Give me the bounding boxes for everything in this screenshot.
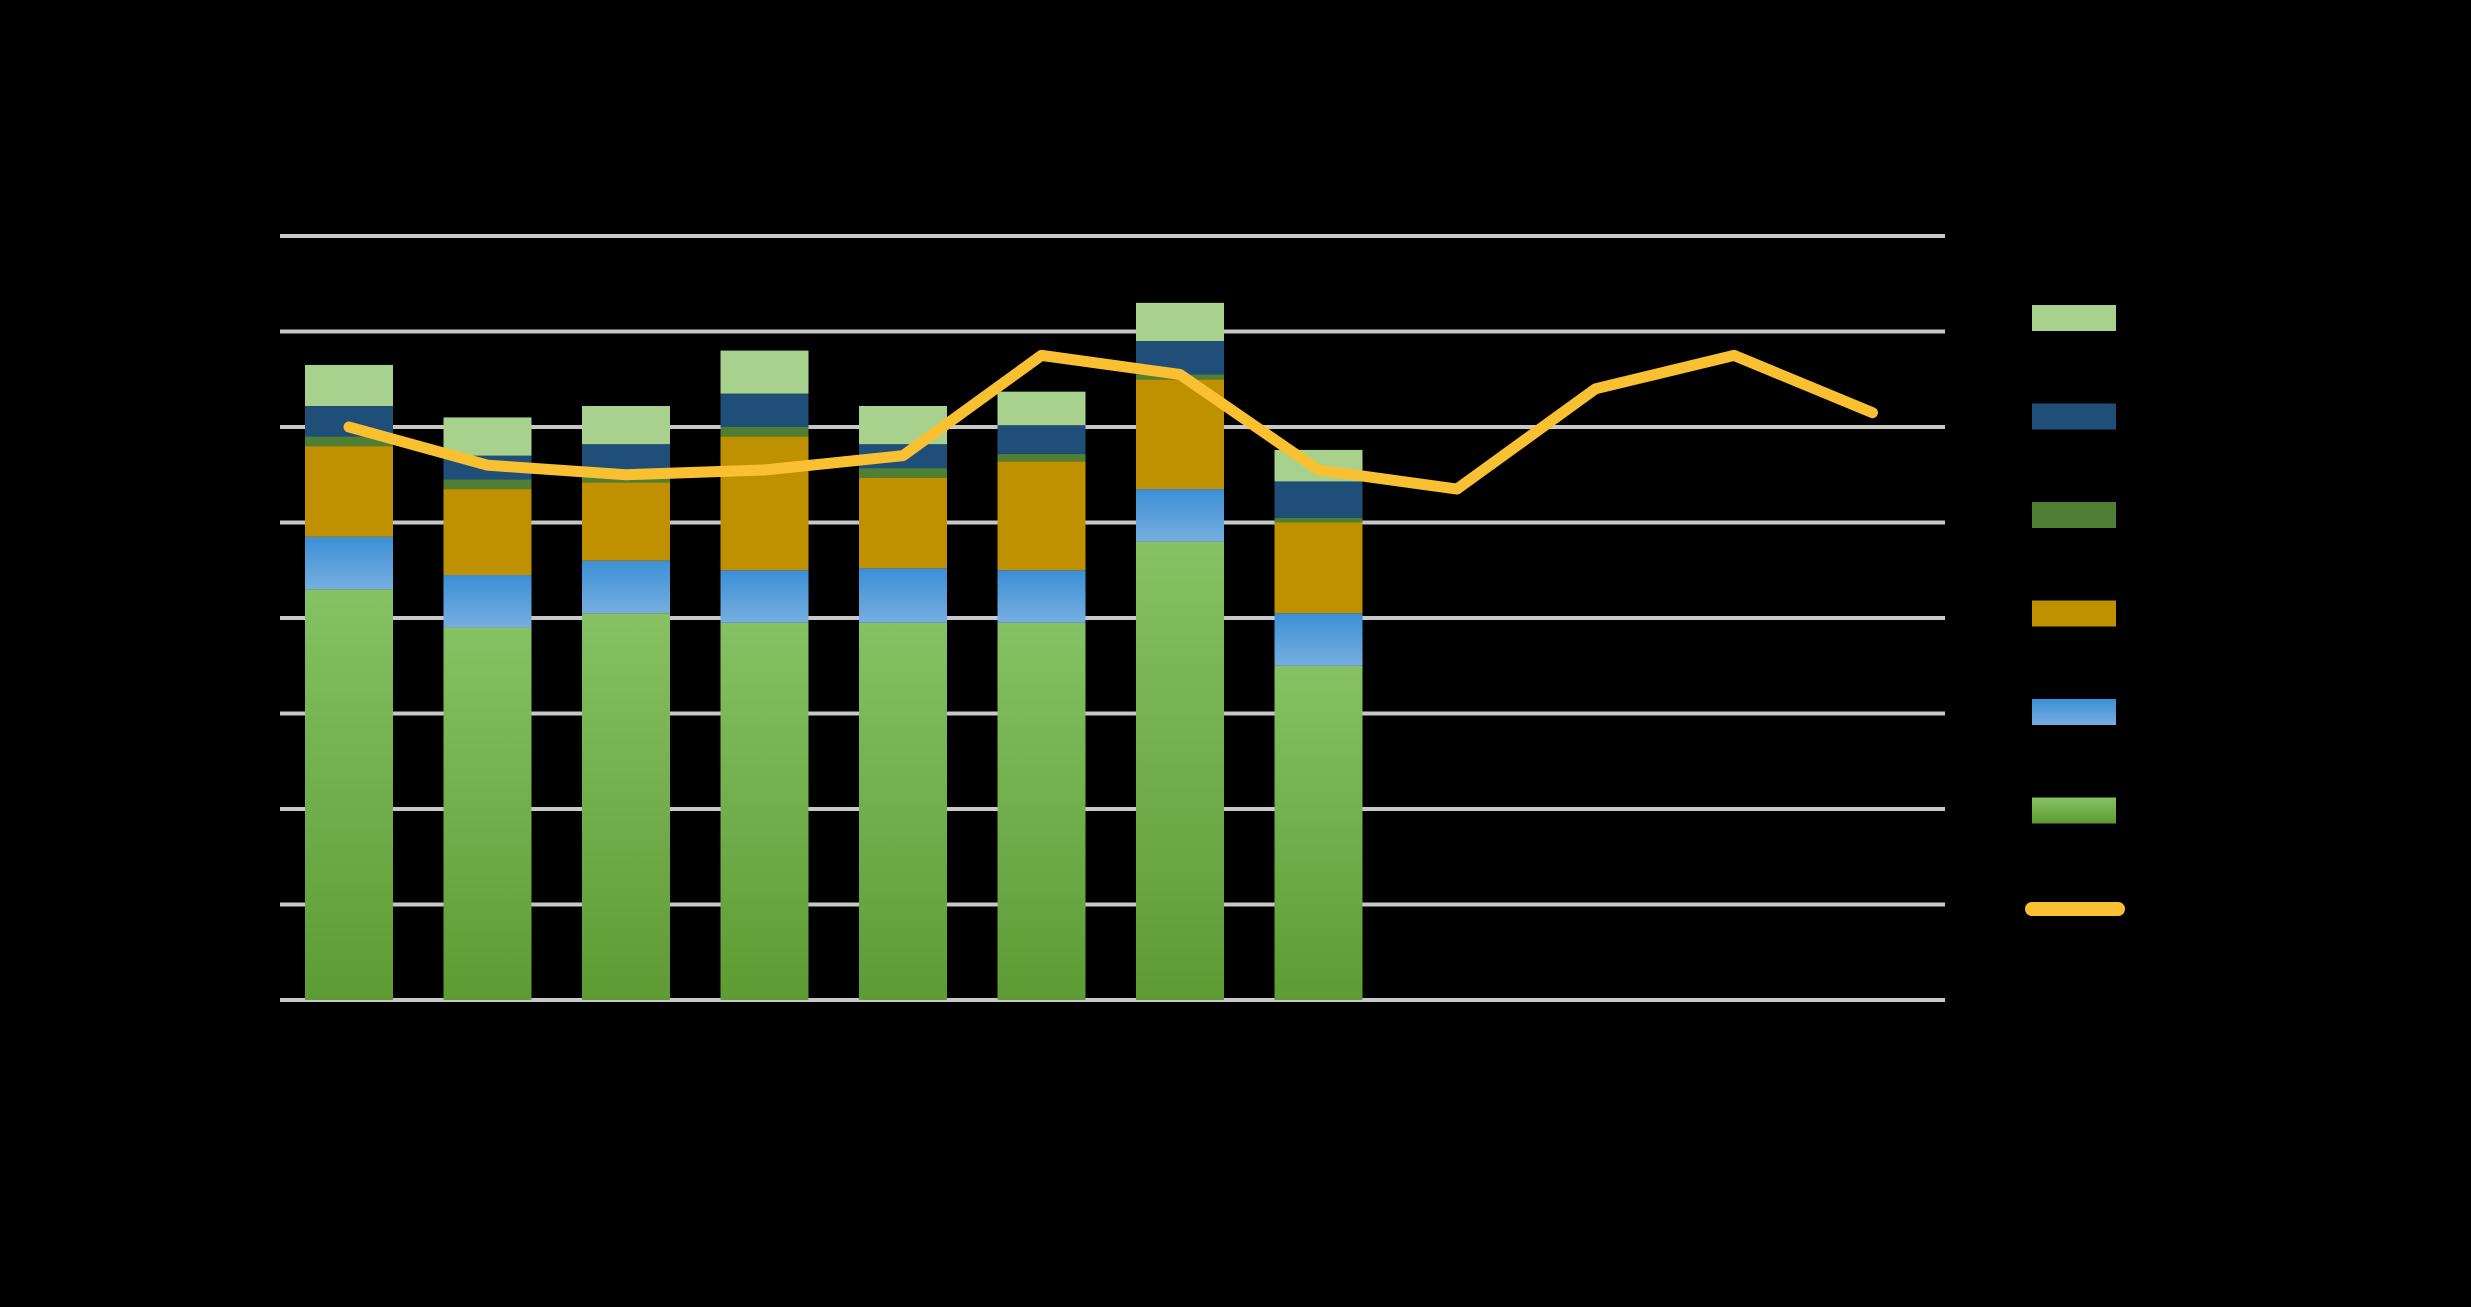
bar-series3-cat1 [443,479,532,490]
legend-swatch-series-1 [2032,699,2116,725]
bar-series0-cat4 [859,622,947,1000]
bar-series2-cat3 [720,436,809,571]
bar-series5-cat0 [305,364,393,406]
bar-series0-cat6 [1136,541,1224,1000]
bar-series3-cat5 [997,453,1086,462]
legend-swatch-series-0 [2032,797,2116,824]
line-series [343,349,1878,495]
bar-series4-cat3 [720,393,809,427]
gridlines [280,234,1945,1002]
legend [2025,305,2125,916]
legend-swatch-series-2 [2032,600,2116,627]
bar-series0-cat5 [997,622,1086,1000]
bar-series1-cat6 [1136,489,1224,542]
bar-series2-cat5 [997,461,1086,571]
bar-series3-cat3 [720,427,809,437]
bar-series1-cat1 [443,575,532,628]
bar-series5-cat2 [582,405,670,445]
bar-series0-cat3 [720,622,809,1000]
bar-series3-cat4 [859,468,947,478]
bar-series2-cat2 [582,482,670,561]
bar-series3-cat0 [305,436,393,447]
bar-series1-cat5 [997,570,1086,623]
bars [305,302,1363,1000]
bar-series3-cat7 [1274,517,1363,523]
bar-series1-cat7 [1274,613,1363,666]
legend-swatch-series-4 [2032,403,2116,430]
bar-series2-cat4 [859,477,947,569]
line-series-0 [343,349,1878,495]
legend-swatch-series-3 [2032,502,2116,528]
bar-series0-cat0 [305,589,393,1000]
legend-swatch-series-5 [2032,305,2116,331]
bar-series5-cat6 [1136,302,1224,342]
bar-series5-cat1 [443,417,532,456]
bar-series5-cat3 [720,350,809,394]
bar-series0-cat2 [582,613,670,1000]
bar-series2-cat7 [1274,522,1363,614]
bar-series1-cat0 [305,536,393,590]
bar-series5-cat5 [997,391,1086,426]
bar-series1-cat2 [582,560,670,614]
bar-series2-cat0 [305,446,393,537]
bar-series0-cat1 [443,627,532,1000]
bar-series4-cat7 [1274,481,1363,518]
bar-series2-cat1 [443,489,532,576]
bar-series1-cat4 [859,568,947,623]
bar-series4-cat5 [997,425,1086,454]
bar-series0-cat7 [1274,665,1363,1000]
bar-series1-cat3 [720,570,809,623]
